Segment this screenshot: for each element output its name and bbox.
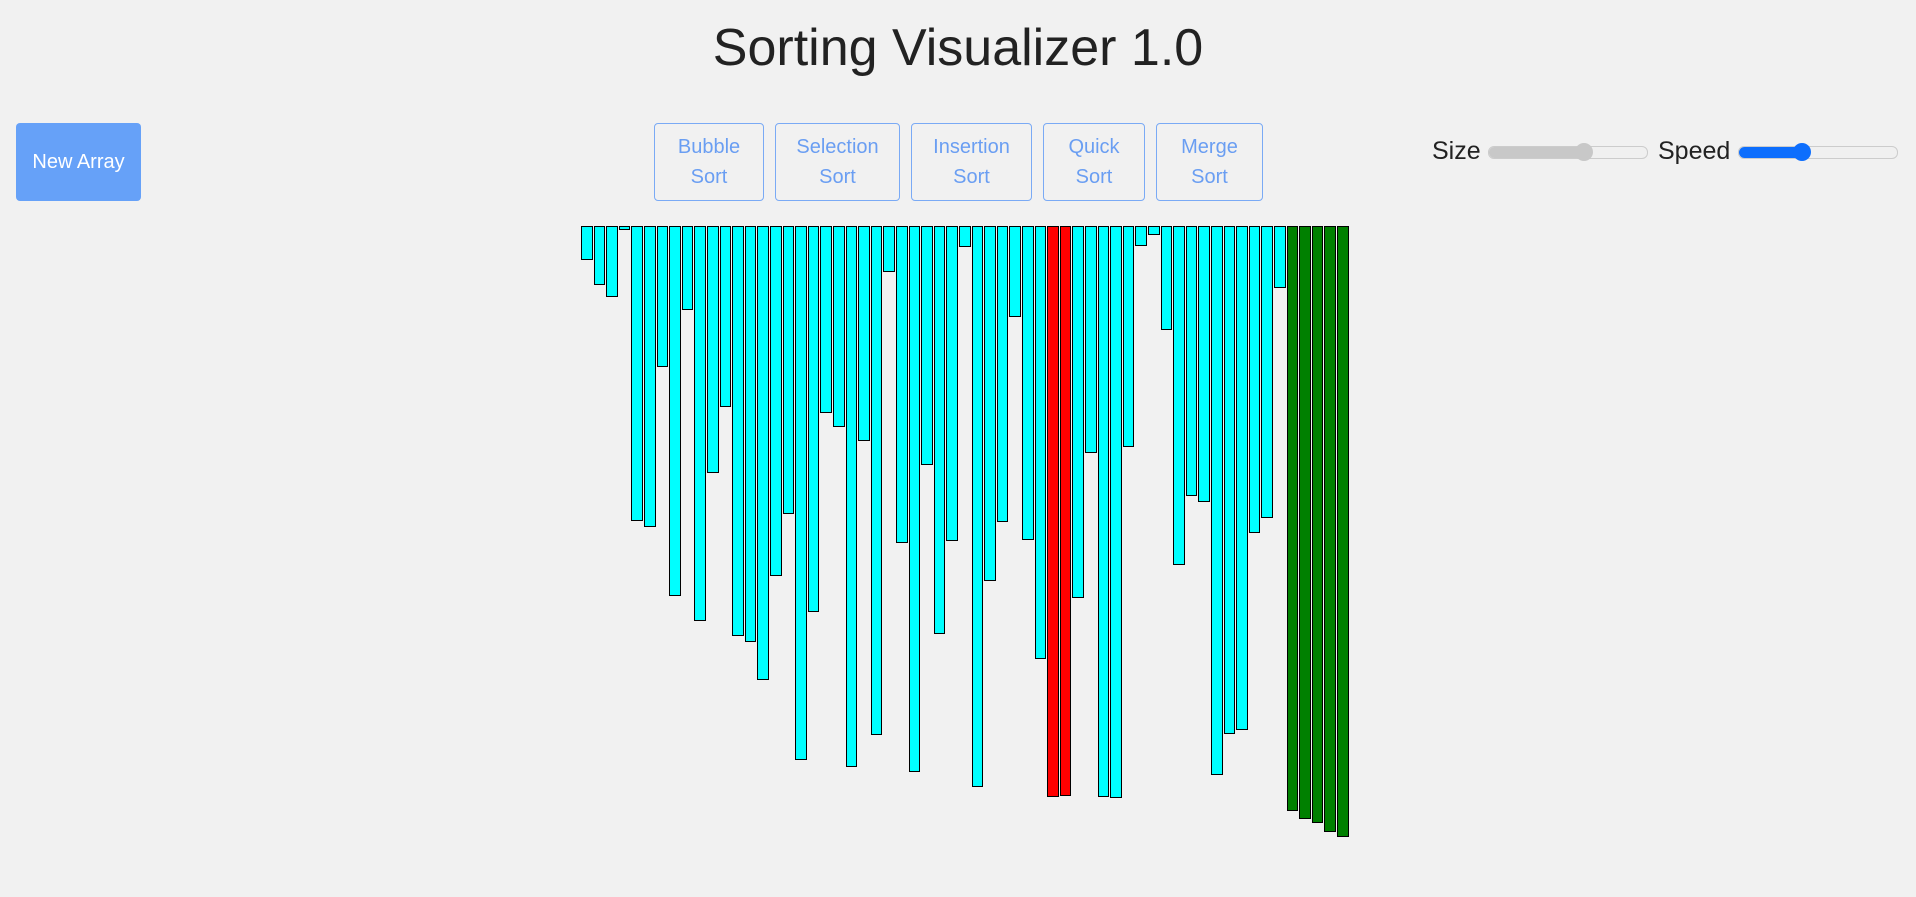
array-bar [833, 226, 845, 427]
array-bar [883, 226, 895, 272]
array-bar [719, 226, 732, 407]
array-bar [669, 226, 681, 596]
array-bar [644, 226, 656, 527]
new-array-button[interactable]: New Array [16, 123, 141, 201]
array-bar [1085, 226, 1097, 453]
bubble-sort-label-line1: Bubble [677, 136, 741, 158]
size-slider-thumb[interactable] [1574, 143, 1593, 161]
array-bar [618, 226, 631, 230]
array-bar [984, 226, 996, 581]
array-bar [1261, 226, 1273, 518]
array-bar [1223, 226, 1236, 734]
array-bar [1097, 226, 1110, 797]
merge-sort-label-line1: Merge [1181, 136, 1238, 158]
array-bar [795, 226, 807, 760]
speed-label: Speed [1658, 137, 1731, 165]
array-bar [1236, 226, 1248, 730]
size-slider[interactable] [1488, 143, 1648, 161]
array-bar [870, 226, 883, 735]
quick-sort-label-line2: Sort [1075, 166, 1113, 188]
array-bar [946, 226, 958, 541]
array-bar [959, 226, 971, 247]
array-bar [1337, 226, 1349, 837]
array-bar [1160, 226, 1173, 330]
array-bar [631, 226, 643, 521]
array-bar [908, 226, 921, 772]
array-bars-container [581, 226, 1349, 846]
insertion-sort-label-line1: Insertion [933, 136, 1010, 158]
selection-sort-label-line2: Sort [819, 166, 856, 188]
array-bar [732, 226, 744, 636]
array-bar [694, 226, 706, 621]
size-slider-fill [1489, 147, 1584, 158]
array-bar [1047, 226, 1059, 797]
array-bar [921, 226, 933, 465]
array-bar [845, 226, 858, 767]
array-bar [1274, 226, 1286, 288]
speed-slider-fill [1739, 147, 1803, 158]
array-bar [744, 226, 757, 642]
array-bar [858, 226, 870, 441]
array-bar [757, 226, 769, 680]
array-bar [1135, 226, 1147, 246]
array-bar [1148, 226, 1160, 235]
array-bar [1072, 226, 1084, 598]
array-bar [1248, 226, 1261, 533]
quick-sort-label-line1: Quick [1068, 136, 1120, 158]
array-bar [1311, 226, 1324, 823]
array-bar [1122, 226, 1135, 447]
array-bar [593, 226, 606, 285]
array-bar [820, 226, 832, 413]
selection-sort-label-line1: Selection [796, 136, 879, 158]
quick-sort-button[interactable]: Quick Sort [1043, 123, 1145, 201]
array-bar [782, 226, 795, 514]
array-bar [1286, 226, 1299, 811]
selection-sort-button[interactable]: Selection Sort [775, 123, 900, 201]
bubble-sort-label-line2: Sort [690, 166, 728, 188]
array-bar [1324, 226, 1336, 832]
array-bar [1022, 226, 1034, 540]
speed-slider-thumb[interactable] [1793, 143, 1812, 161]
array-bar [933, 226, 946, 634]
array-bar [1211, 226, 1223, 775]
array-bar [996, 226, 1009, 522]
array-bar [971, 226, 984, 787]
array-bar [606, 226, 618, 297]
insertion-sort-button[interactable]: Insertion Sort [911, 123, 1032, 201]
array-bar [1009, 226, 1021, 317]
array-bar [1173, 226, 1185, 565]
array-bar [1299, 226, 1311, 819]
array-bar [1185, 226, 1198, 496]
size-label: Size [1432, 137, 1481, 165]
array-bar [770, 226, 782, 576]
array-bar [656, 226, 669, 367]
insertion-sort-label-line2: Sort [953, 166, 990, 188]
array-bar [1034, 226, 1047, 659]
array-bar [807, 226, 820, 612]
array-bar [707, 226, 719, 473]
array-bar [1059, 226, 1072, 796]
array-bar [1198, 226, 1210, 502]
array-bar [581, 226, 593, 260]
array-bar [681, 226, 694, 310]
merge-sort-label-line2: Sort [1191, 166, 1228, 188]
speed-slider[interactable] [1738, 143, 1898, 161]
array-bar [896, 226, 908, 543]
merge-sort-button[interactable]: Merge Sort [1156, 123, 1263, 201]
page-title: Sorting Visualizer 1.0 [712, 19, 1204, 77]
bubble-sort-button[interactable]: Bubble Sort [654, 123, 764, 201]
array-bar [1110, 226, 1122, 798]
